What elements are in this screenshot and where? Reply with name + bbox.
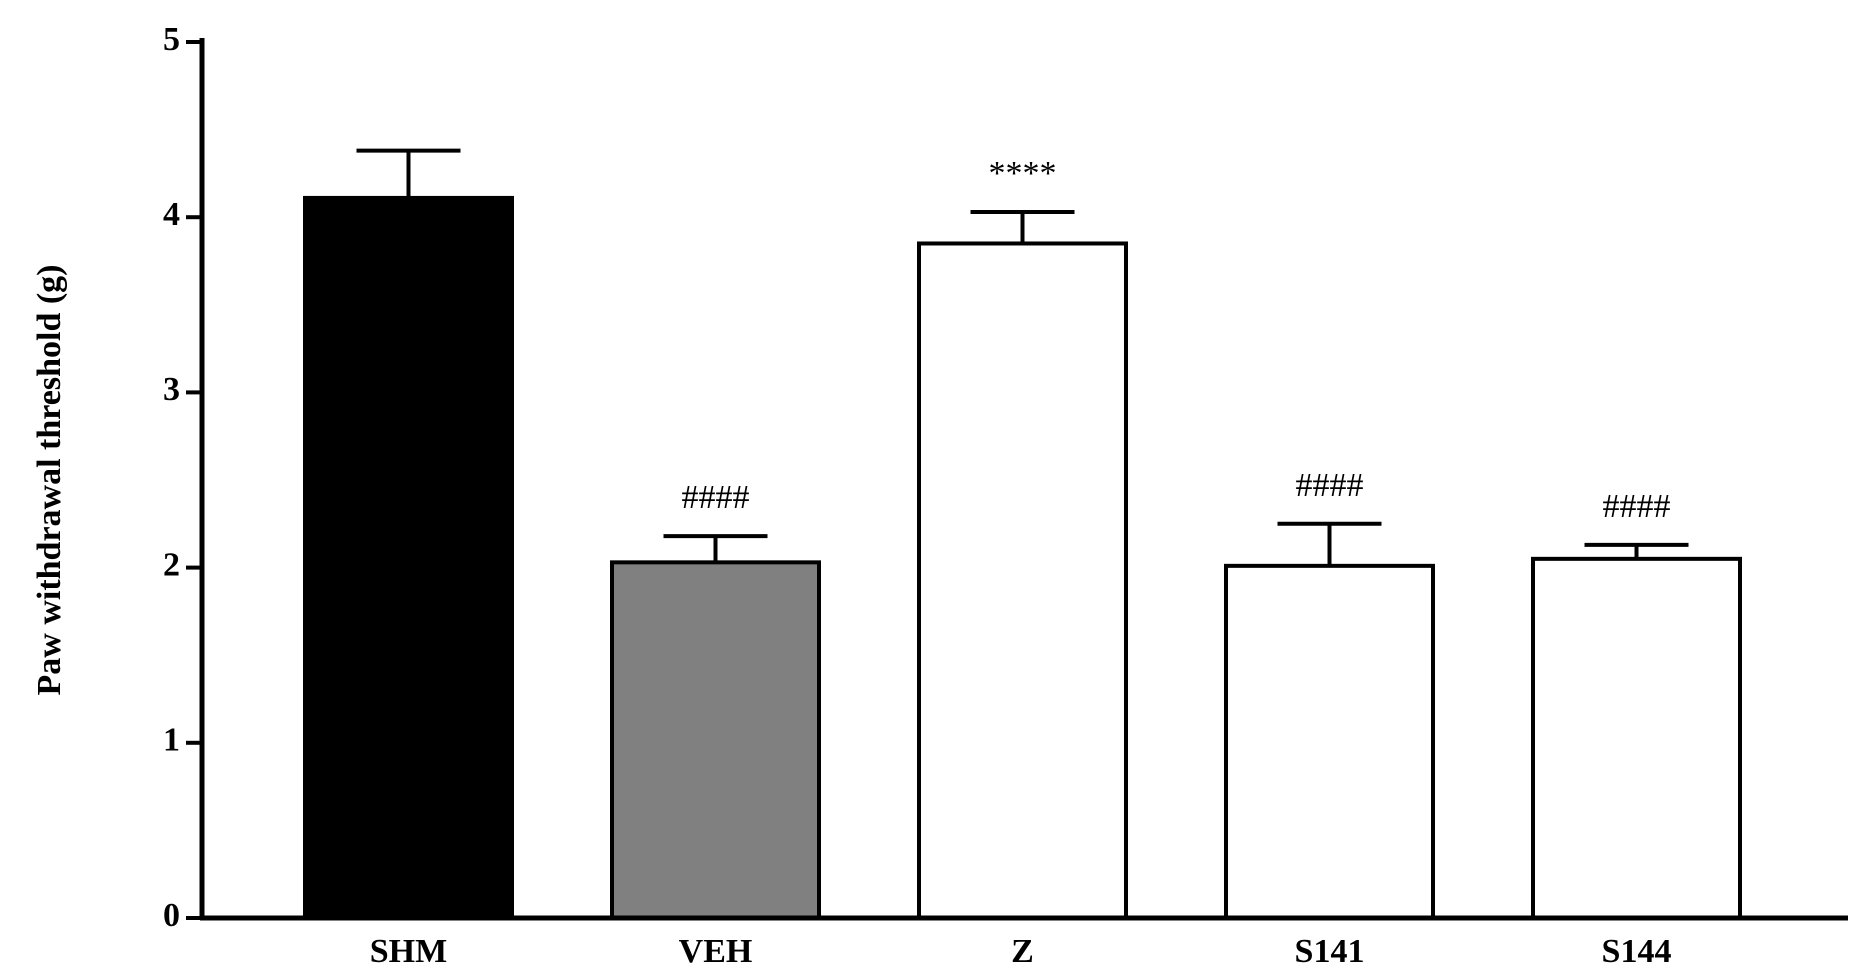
y-tick-label: 4 [163, 196, 180, 233]
bar-s144 [1531, 556, 1742, 921]
bar-shm [303, 195, 514, 921]
significance-annotation: #### [682, 479, 750, 516]
y-tick-label: 2 [163, 546, 180, 583]
x-tick-label: SHM [370, 933, 447, 970]
x-tick-label: S144 [1602, 933, 1672, 970]
y-tick-label: 3 [163, 371, 180, 408]
x-tick-label: VEH [679, 933, 753, 970]
y-tick-label: 0 [163, 897, 180, 934]
y-tick-label: 5 [163, 21, 180, 58]
significance-annotation: **** [989, 155, 1057, 192]
y-tick-label: 1 [163, 722, 180, 759]
significance-annotation: #### [1296, 467, 1364, 504]
bar-s141 [1224, 563, 1435, 921]
x-tick-label: S141 [1295, 933, 1365, 970]
bar-z [917, 241, 1128, 921]
x-tick-label: Z [1011, 933, 1034, 970]
significance-annotation: #### [1603, 488, 1671, 525]
y-axis-title: Paw withdrawal threshold (g) [31, 265, 68, 696]
bar-veh [610, 560, 821, 920]
